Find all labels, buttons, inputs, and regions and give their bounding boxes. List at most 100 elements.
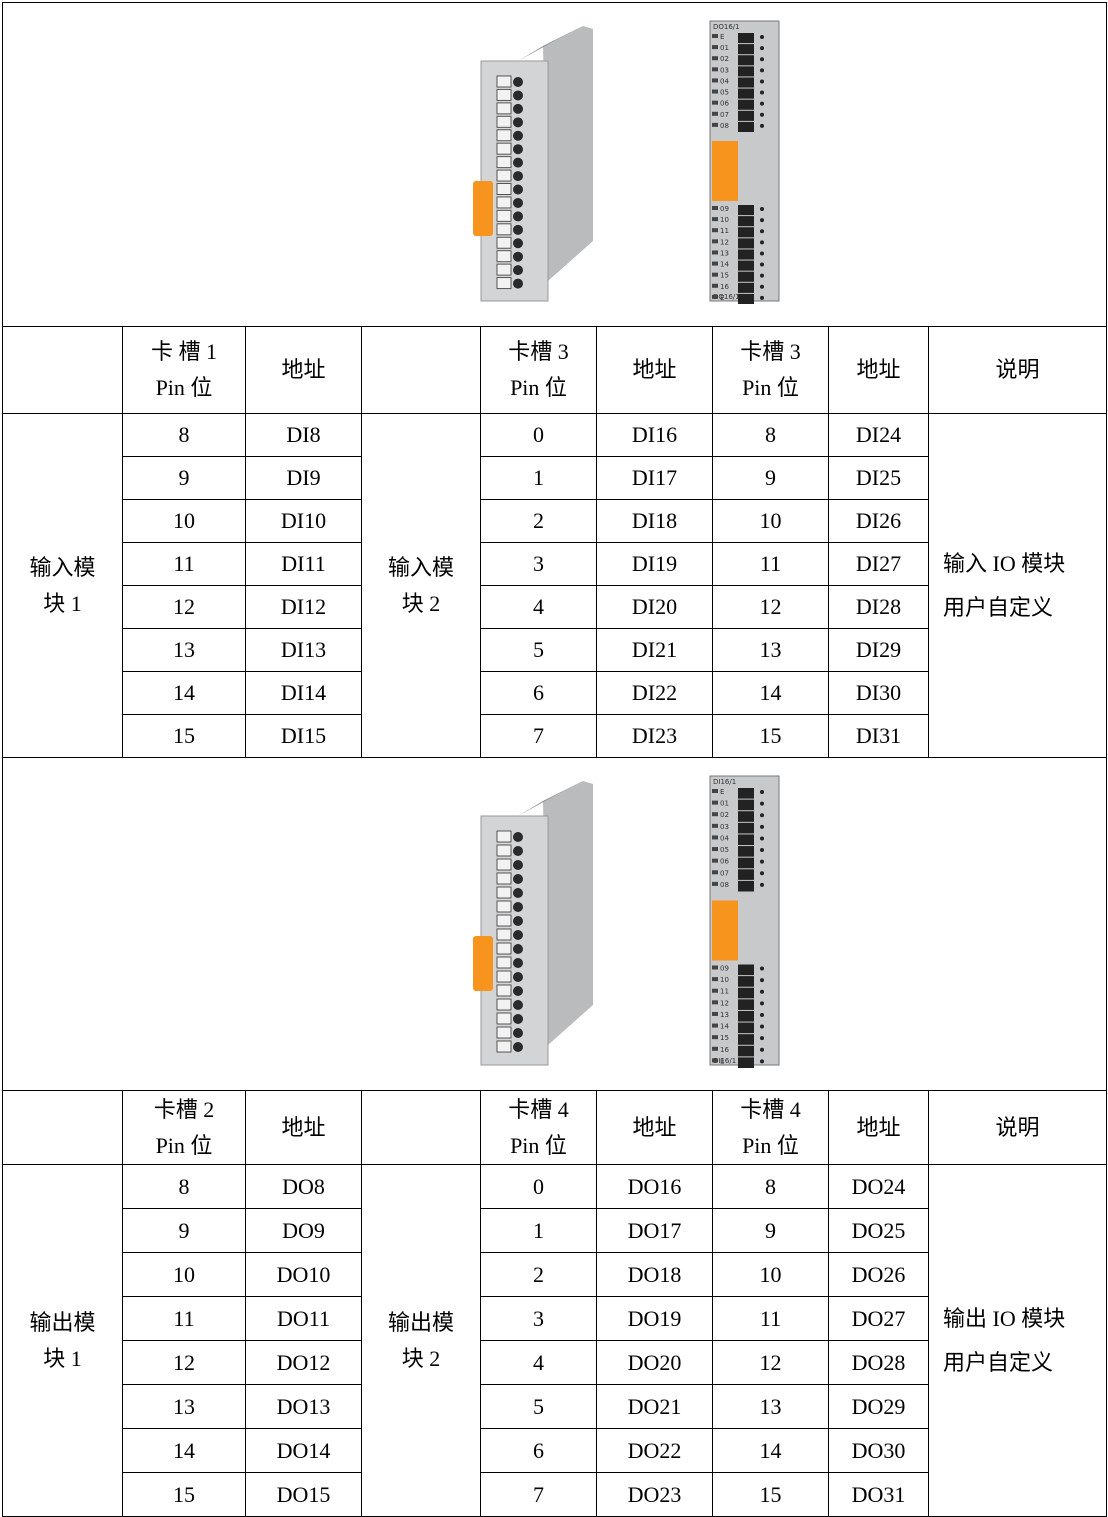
pin-terminal: [738, 822, 754, 834]
cell: 4: [480, 585, 597, 629]
pin-led: [712, 67, 718, 72]
data-row: 11 DI11 3 DI19 11 DI27: [3, 542, 1107, 586]
cell: 13: [712, 1384, 829, 1429]
pin-led: [712, 812, 718, 817]
cell: DO26: [828, 1252, 929, 1297]
pin-dot: [760, 824, 764, 829]
empty-cell: [2, 1090, 123, 1165]
image-row: DO16/1 DO16/1 E 01 02 03 04 05 06 07 08 09 10 11 12 13 1…: [1, 2, 1108, 327]
terminal: [496, 142, 512, 155]
cell: DI29: [828, 628, 929, 672]
orange-tag: [712, 900, 738, 961]
cell: 12: [122, 1340, 246, 1385]
pin-label: 05: [720, 846, 729, 854]
module-side: [543, 781, 593, 1045]
data-row: 9 DI9 1 DI17 9 DI25: [3, 456, 1107, 500]
pin-label: 06: [720, 100, 729, 108]
module-side: [543, 26, 593, 281]
pin-dot: [760, 101, 764, 106]
terminal-hole: [513, 972, 523, 982]
text-line: 说明: [995, 357, 1040, 382]
pin-label: 13: [720, 249, 729, 257]
pin-led: [712, 1046, 718, 1051]
text-line: 卡槽 3: [740, 339, 801, 364]
cell: 9: [712, 456, 829, 500]
terminal: [496, 844, 512, 857]
cell: 14: [122, 671, 246, 715]
cell: 15: [712, 714, 829, 758]
cell: DO31: [828, 1472, 929, 1517]
cell: DO14: [245, 1428, 362, 1473]
terminal-hole: [513, 930, 523, 940]
pin-terminal: [738, 964, 754, 976]
image-row: DI16/1 DI16/1 E 01 02 03 04 05 06 07 08 09 10 11 12 13 1…: [1, 757, 1108, 1091]
cell: 11: [712, 542, 829, 586]
pin-label: E: [720, 788, 724, 796]
pin-dot: [760, 1059, 764, 1064]
cell: DO15: [245, 1472, 362, 1517]
pin-terminal: [738, 44, 754, 55]
pin-dot: [760, 240, 764, 245]
cell: DI17: [596, 456, 713, 500]
pin-label: 03: [720, 66, 729, 74]
terminal-hole: [513, 958, 523, 968]
cell: 14: [712, 671, 829, 715]
cell: DO11: [245, 1296, 362, 1341]
module-front: [480, 60, 549, 302]
pin-led: [712, 881, 718, 886]
text-line: Pin 位: [510, 1132, 567, 1158]
terminal: [496, 886, 512, 899]
cell: 12: [122, 585, 246, 629]
terminal-hole: [513, 197, 523, 208]
cell: 9: [122, 1208, 246, 1253]
cell: DO24: [828, 1164, 929, 1209]
terminal-hole: [513, 117, 523, 128]
cell: 3: [480, 1296, 597, 1341]
pin-terminal: [738, 260, 754, 271]
pin-dot: [760, 90, 764, 95]
module-label: DI16/1: [713, 778, 736, 786]
pin-led: [712, 1058, 718, 1063]
empty-cell: [361, 326, 481, 414]
terminal-hole: [513, 130, 523, 141]
cell: DO27: [828, 1296, 929, 1341]
terminal: [496, 183, 512, 195]
cell: DO19: [596, 1296, 713, 1341]
empty-cell: [361, 1090, 481, 1165]
text-line: 地址: [632, 1114, 677, 1140]
terminal-hole: [513, 874, 523, 884]
pin-terminal: [738, 869, 754, 880]
cell: DO28: [828, 1340, 929, 1385]
terminal: [496, 263, 512, 276]
cell: DI16: [596, 413, 713, 457]
pin-dot: [760, 1047, 764, 1052]
data-row: 12 DO12 4 DO20 12 DO28: [3, 1340, 1107, 1385]
empty-cell: [2, 326, 123, 414]
terminal-hole: [513, 846, 523, 856]
cell: 5: [480, 1384, 597, 1429]
cell: 14: [712, 1428, 829, 1473]
pin-dot: [760, 790, 764, 794]
pin-dot: [760, 295, 764, 300]
data-row: 13 DO13 5 DO21 13 DO29: [3, 1384, 1107, 1429]
pin-led: [712, 239, 718, 244]
pin-dot: [760, 123, 764, 128]
cell: 6: [480, 1428, 597, 1473]
data-row: 10 DO10 2 DO18 10 DO26: [3, 1252, 1107, 1297]
cell: 2: [480, 499, 597, 543]
pin-label: 10: [720, 976, 729, 984]
pin-terminal: [738, 1010, 754, 1022]
pin-dot: [760, 68, 764, 73]
pin-led: [712, 800, 718, 805]
pin-dot: [760, 836, 764, 841]
cell: DO9: [245, 1208, 362, 1253]
pin-terminal: [738, 110, 754, 121]
pin-dot: [760, 218, 764, 223]
pin-dot: [760, 966, 764, 971]
cell: 11: [122, 1296, 246, 1341]
data-row: 输出模块 1 8 DO8 输出模块 2 0 DO16 8 DO24 输出 IO 模块 用户自定义: [2, 1164, 1108, 1517]
terminal-hole: [513, 860, 523, 870]
terminal: [496, 115, 512, 128]
